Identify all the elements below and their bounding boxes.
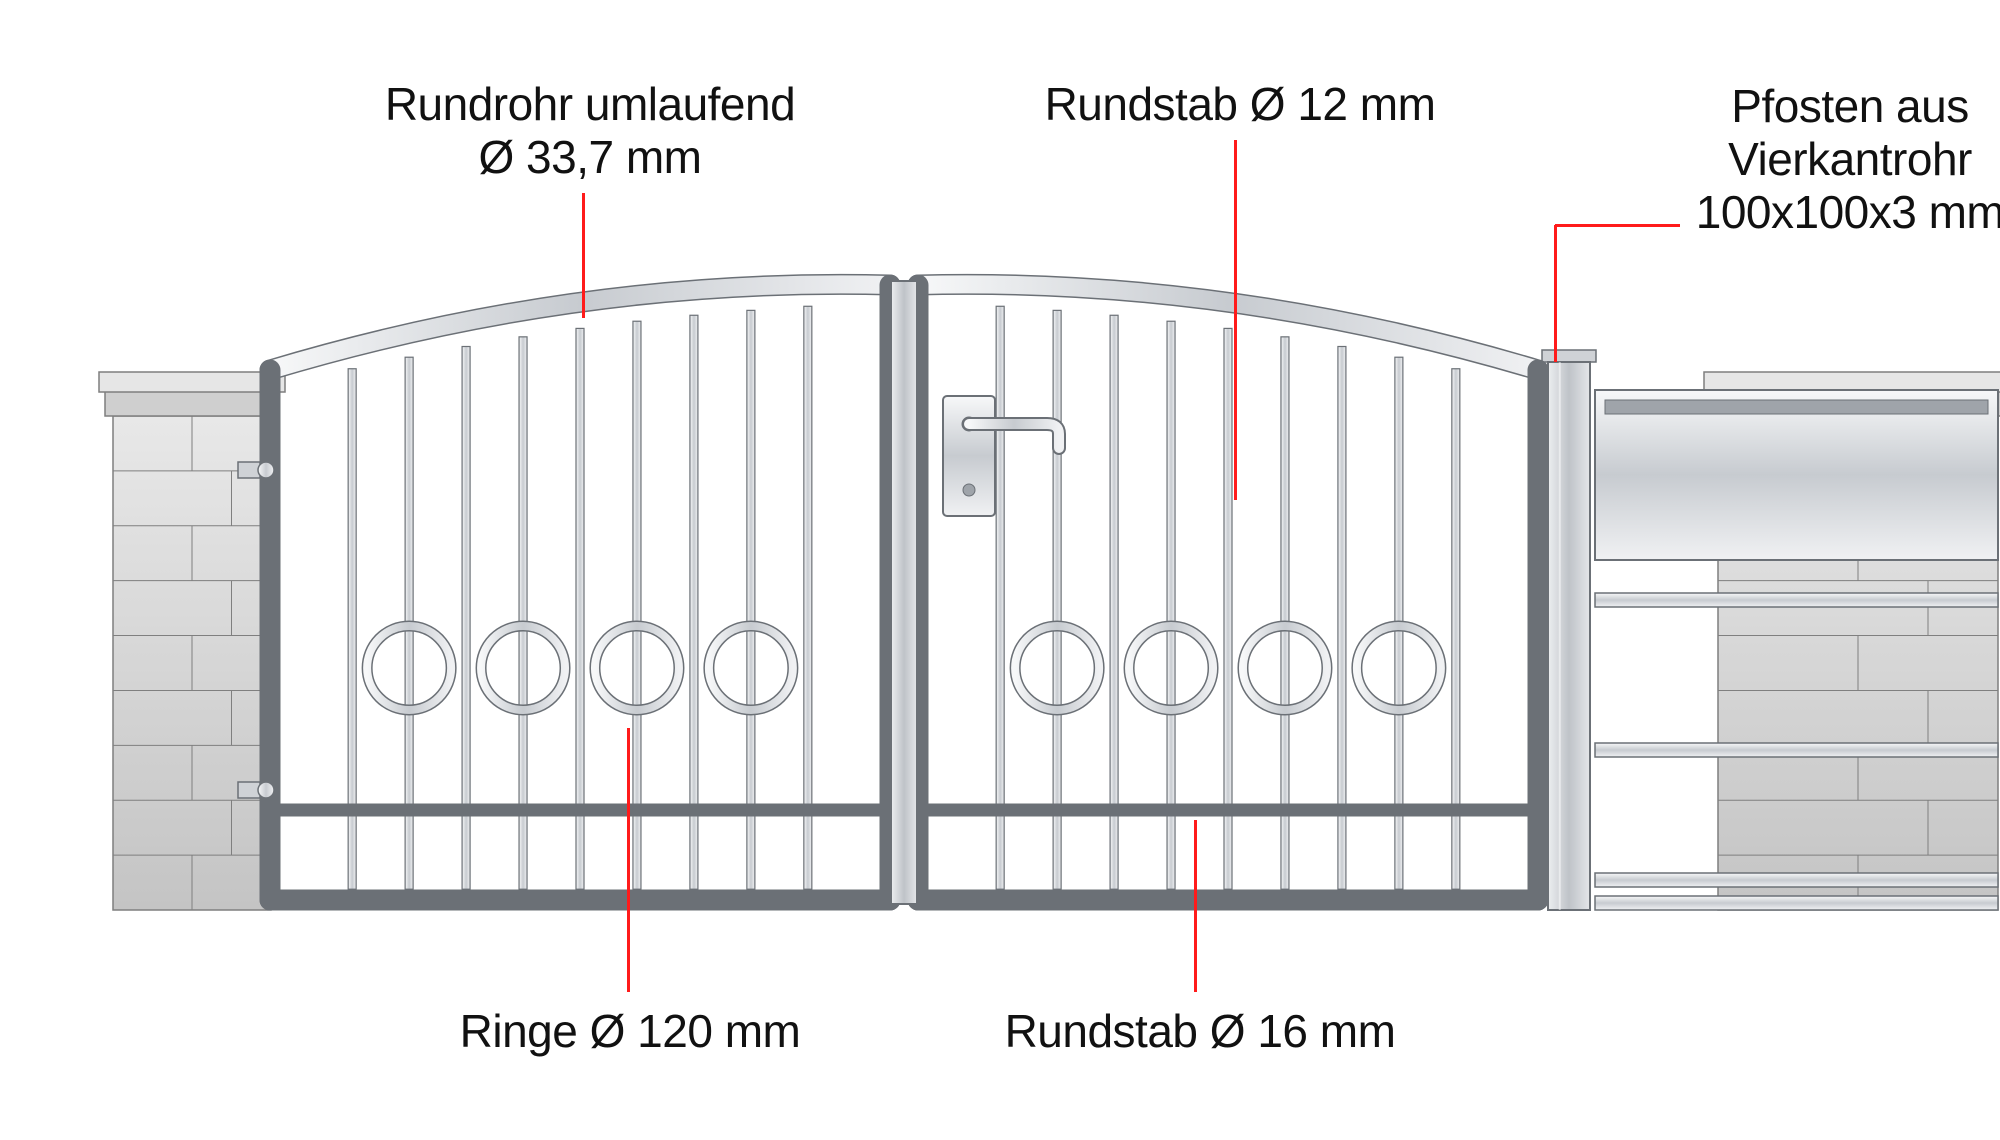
leader-post-h [1555,224,1680,227]
label-post: Pfosten ausVierkantrohr100x100x3 mm [1650,80,2000,239]
label-tube: Rundrohr umlaufendØ 33,7 mm [330,78,850,184]
leader-bar12 [1234,140,1237,500]
leader-bar16 [1194,820,1197,992]
label-bar16: Rundstab Ø 16 mm [970,1005,1430,1058]
leader-tube [582,193,585,318]
label-bar12: Rundstab Ø 12 mm [1010,78,1470,131]
diagram-stage: Rundrohr umlaufendØ 33,7 mm Rundstab Ø 12… [0,0,2000,1140]
leader-rings [627,728,630,992]
label-rings: Ringe Ø 120 mm [420,1005,840,1058]
leader-post-v [1554,225,1557,362]
